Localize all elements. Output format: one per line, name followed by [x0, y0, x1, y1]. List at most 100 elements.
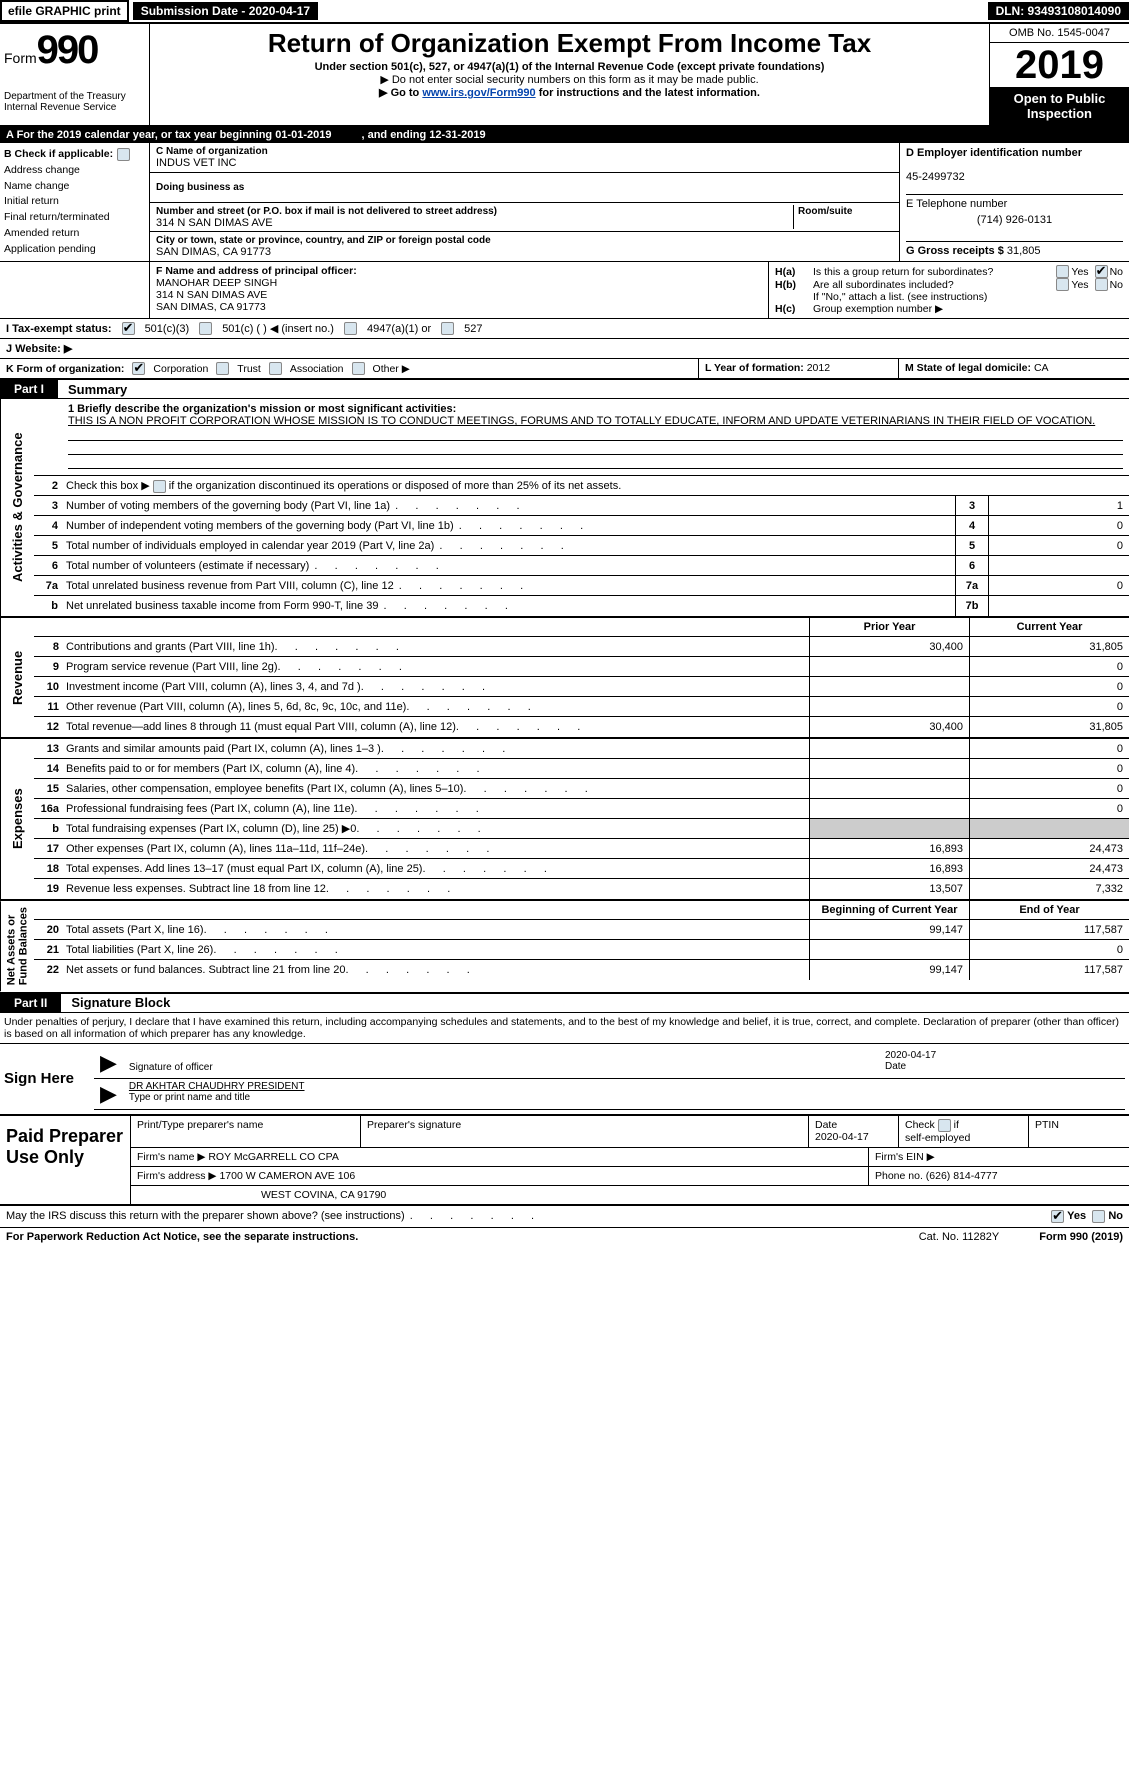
col-h: H(a) Is this a group return for subordin…: [769, 262, 1129, 318]
col-c: C Name of organization INDUS VET INC Doi…: [150, 143, 899, 261]
line-text: Net unrelated business taxable income fr…: [62, 598, 955, 614]
ein-value: 45-2499732: [906, 171, 965, 183]
chk-other[interactable]: [352, 362, 365, 375]
chk-4947[interactable]: [344, 322, 357, 335]
prior-year: [809, 677, 969, 696]
hc-label: H(c): [775, 303, 813, 315]
perjury-text: Under penalties of perjury, I declare th…: [0, 1013, 1129, 1044]
line-num: 11: [34, 697, 62, 716]
irs-link[interactable]: www.irs.gov/Form990: [422, 87, 535, 99]
netassets-section: Net Assets or Fund Balances Beginning of…: [0, 901, 1129, 993]
pg-date-lbl: Date: [815, 1119, 837, 1131]
chk-501c[interactable]: [199, 322, 212, 335]
expenses-section: Expenses 13Grants and similar amounts pa…: [0, 739, 1129, 901]
ein-label: D Employer identification number: [906, 147, 1082, 159]
hb-text: Are all subordinates included?: [813, 279, 1050, 291]
pg-row-4: WEST COVINA, CA 91790: [131, 1186, 1129, 1204]
line-num: 12: [34, 717, 62, 737]
hb-yes-chk[interactable]: [1056, 278, 1069, 291]
line-box: 6: [955, 556, 989, 575]
pg-row-3: Firm's address ▶ 1700 W CAMERON AVE 106 …: [131, 1167, 1129, 1186]
line-box: 3: [955, 496, 989, 515]
fin-line-18: 18Total expenses. Add lines 13–17 (must …: [34, 859, 1129, 879]
current-year: 0: [969, 759, 1129, 778]
prior-year: [809, 697, 969, 716]
chk-corp[interactable]: [132, 362, 145, 375]
chk-applicable[interactable]: [117, 148, 130, 161]
hb-yes: Yes: [1071, 279, 1088, 291]
line-num: 15: [34, 779, 62, 798]
chk-discontinued[interactable]: [153, 480, 166, 493]
pg-self-emp: Check ifself-employed: [905, 1119, 970, 1144]
line-text: Total assets (Part X, line 16): [62, 920, 809, 939]
section-a-bar: A For the 2019 calendar year, or tax yea…: [0, 127, 1129, 143]
chk-527[interactable]: [441, 322, 454, 335]
row-klm: K Form of organization: Corporation Trus…: [0, 359, 1129, 380]
ha-yes-chk[interactable]: [1056, 265, 1069, 278]
vtab-governance: Activities & Governance: [0, 399, 34, 616]
fin-line-14: 14Benefits paid to or for members (Part …: [34, 759, 1129, 779]
ha-text: Is this a group return for subordinates?: [813, 266, 1050, 278]
hb-no-chk[interactable]: [1095, 278, 1108, 291]
part2-tag: Part II: [0, 994, 61, 1012]
line-num: 8: [34, 637, 62, 656]
hdr-prior-year: Prior Year: [809, 618, 969, 636]
row-j: J Website: ▶: [0, 339, 1129, 359]
firm-name-val: ROY McGARRELL CO CPA: [208, 1151, 339, 1163]
arrow-icon: ▶: [94, 1050, 123, 1076]
col-b: B Check if applicable: Address change Na…: [0, 143, 150, 261]
officer-street: 314 N SAN DIMAS AVE: [156, 289, 267, 301]
current-year: 31,805: [969, 717, 1129, 737]
firm-phone: Phone no. (626) 814-4777: [869, 1167, 1129, 1185]
k-corp: Corporation: [153, 363, 208, 375]
omb-number: OMB No. 1545-0047: [990, 24, 1129, 43]
line-text: Investment income (Part VIII, column (A)…: [62, 677, 809, 696]
header-right: OMB No. 1545-0047 2019 Open to Public In…: [989, 24, 1129, 125]
part1-title: Summary: [58, 382, 127, 397]
sign-fields: ▶ Signature of officer 2020-04-17 Date ▶…: [90, 1044, 1129, 1114]
ssn-note: ▶ Do not enter social security numbers o…: [158, 73, 981, 86]
k-other: Other ▶: [373, 363, 410, 375]
officer-name: MANOHAR DEEP SINGH: [156, 277, 277, 289]
fin-line-21: 21Total liabilities (Part X, line 26)0: [34, 940, 1129, 960]
tel-value: (714) 926-0131: [977, 214, 1052, 226]
fin-line-19: 19Revenue less expenses. Subtract line 1…: [34, 879, 1129, 899]
ha-yes: Yes: [1071, 266, 1088, 278]
line-text: Total fundraising expenses (Part IX, col…: [62, 819, 809, 838]
line-box: 7b: [955, 596, 989, 616]
b-final: Final return/terminated: [4, 210, 145, 226]
chk-trust[interactable]: [216, 362, 229, 375]
paid-grid: Print/Type preparer's name Preparer's si…: [130, 1116, 1129, 1204]
i-501c3: 501(c)(3): [145, 323, 190, 335]
line-text: Total unrelated business revenue from Pa…: [62, 578, 955, 594]
gov-line-5: 5Total number of individuals employed in…: [34, 536, 1129, 556]
k-assoc: Association: [290, 363, 344, 375]
chk-assoc[interactable]: [269, 362, 282, 375]
line-num: b: [34, 819, 62, 838]
line-num: 7a: [34, 578, 62, 594]
ha-no-chk[interactable]: [1095, 265, 1108, 278]
vtab-netassets: Net Assets or Fund Balances: [0, 901, 34, 991]
line-text: Salaries, other compensation, employee b…: [62, 779, 809, 798]
pg-prep-sig-lbl: Preparer's signature: [361, 1116, 809, 1147]
discuss-no-chk[interactable]: [1092, 1210, 1105, 1223]
gross-value: 31,805: [1007, 245, 1041, 257]
current-year: 0: [969, 779, 1129, 798]
line-num: 19: [34, 879, 62, 899]
line-value: [989, 596, 1129, 616]
chk-self-emp[interactable]: [938, 1119, 951, 1132]
line-text: Number of independent voting members of …: [62, 518, 955, 534]
discuss-yes-chk[interactable]: [1051, 1210, 1064, 1223]
line-num: 16a: [34, 799, 62, 818]
sign-row: Sign Here ▶ Signature of officer 2020-04…: [0, 1044, 1129, 1114]
fin-line-12: 12Total revenue—add lines 8 through 11 (…: [34, 717, 1129, 737]
chk-501c3[interactable]: [122, 322, 135, 335]
pg-prep-name-lbl: Print/Type preparer's name: [131, 1116, 361, 1147]
line-num: 5: [34, 538, 62, 554]
line-num: 17: [34, 839, 62, 858]
line-box: 4: [955, 516, 989, 535]
bar-a-text: A For the 2019 calendar year, or tax yea…: [6, 129, 331, 141]
sig-line-2: ▶ DR AKHTAR CHAUDHRY PRESIDENT Type or p…: [94, 1079, 1125, 1110]
k-trust: Trust: [237, 363, 261, 375]
i-501c: 501(c) ( ) ◀ (insert no.): [222, 322, 334, 335]
